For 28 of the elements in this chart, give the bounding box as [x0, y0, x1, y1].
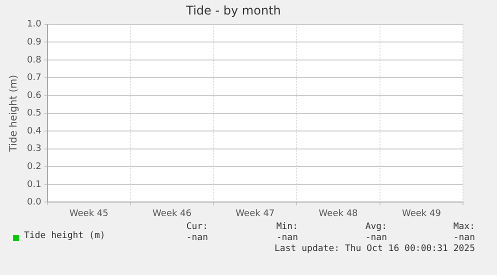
y-tick-label: 0.9 — [26, 38, 42, 48]
chart-title: Tide - by month — [185, 3, 281, 18]
text: Max: — [453, 222, 475, 232]
x-tick-label: Week 45 — [69, 208, 108, 219]
text: -nan — [453, 233, 475, 243]
y-tick-label: 1.0 — [26, 20, 42, 30]
text: Min: — [276, 222, 298, 232]
text: Cur: — [186, 222, 208, 232]
x-tick-label: Week 48 — [318, 208, 358, 219]
y-tick-label: 0.6 — [26, 90, 42, 101]
text: -nan — [276, 233, 298, 243]
legend-label: Tide height (m) — [24, 231, 106, 241]
y-tick-label: 0.0 — [26, 198, 42, 208]
text: Last update: Thu Oct 16 00:00:31 2025 — [274, 244, 475, 254]
y-tick-label: 0.1 — [26, 180, 42, 190]
text: -nan — [186, 233, 208, 243]
x-tick-label: Week 46 — [152, 208, 192, 219]
y-tick-label: 0.5 — [26, 108, 42, 119]
y-tick-label: 0.8 — [26, 55, 42, 66]
y-axis-title: Tide height (m) — [8, 74, 20, 153]
y-tick-label: 0.7 — [26, 73, 42, 84]
text: Avg: — [365, 222, 387, 232]
y-tick-label: 0.3 — [26, 144, 42, 154]
y-tick-label: 0.2 — [26, 162, 42, 172]
x-tick-label: Week 49 — [402, 208, 442, 219]
y-tick-label: 0.4 — [26, 126, 42, 136]
x-tick-label: Week 47 — [236, 208, 275, 219]
text: -nan — [365, 233, 387, 243]
